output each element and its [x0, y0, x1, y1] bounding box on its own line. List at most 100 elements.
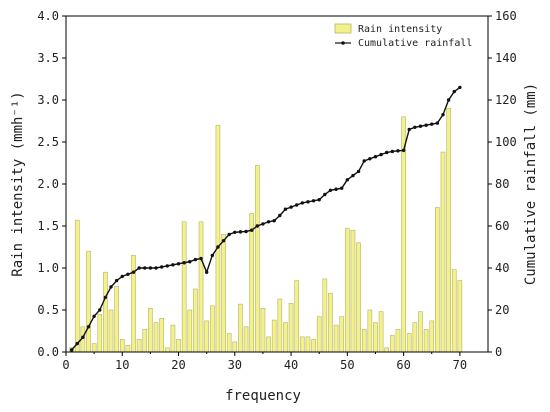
cumulative-rainfall-point	[255, 224, 260, 228]
rain-intensity-bar	[159, 318, 164, 353]
x-tick-label: 10	[115, 358, 129, 372]
rain-intensity-bar	[440, 151, 446, 353]
x-tick-label: 20	[171, 358, 185, 372]
cumulative-rainfall-point	[390, 149, 395, 154]
rain-intensity-bar	[384, 347, 390, 353]
cumulative-rainfall-point	[435, 121, 440, 125]
cumulative-rainfall-point	[92, 314, 96, 318]
y-left-tick-label: 3.0	[37, 93, 59, 107]
cumulative-rainfall-point	[109, 285, 113, 289]
x-axis-title: frequency	[225, 388, 301, 404]
rain-intensity-bar	[125, 344, 131, 353]
y-right-tick-label: 80	[495, 177, 509, 191]
cumulative-rainfall-point	[317, 198, 321, 202]
rain-intensity-bar	[423, 329, 429, 353]
cumulative-rainfall-point	[385, 150, 389, 155]
rain-intensity-bar	[204, 320, 209, 353]
y-left-tick-label: 4.0	[37, 9, 59, 23]
rain-intensity-bar	[119, 339, 125, 353]
cumulative-rainfall-point	[86, 325, 91, 329]
rain-intensity-bar	[305, 336, 311, 353]
y-left-tick-label: 0.0	[37, 345, 59, 359]
rain-intensity-bar	[249, 213, 254, 353]
cumulative-rainfall-point	[233, 230, 237, 234]
y-right-tick-label: 100	[495, 135, 517, 149]
rain-intensity-bar	[412, 322, 418, 353]
rain-intensity-bar	[406, 333, 412, 353]
cumulative-rainfall-line	[71, 86, 461, 351]
legend-bar-label: Rain intensity	[358, 24, 442, 35]
x-tick-label: 0	[62, 358, 69, 372]
rain-intensity-bar	[271, 319, 277, 353]
y-right-tick-label: 140	[495, 51, 517, 65]
x-axis-ticks: 0 10 20 30 40 50 60 70	[62, 352, 467, 372]
rain-intensity-bar	[277, 298, 283, 353]
y-left-tick-label: 1.0	[37, 261, 59, 275]
cumulative-rainfall-point	[430, 122, 434, 126]
rain-intensity-bar	[435, 207, 440, 353]
rain-intensity-bar	[350, 229, 356, 353]
cumulative-rainfall-point	[413, 125, 417, 129]
x-tick-label: 30	[228, 358, 242, 372]
cumulative-rainfall-point	[306, 200, 310, 204]
rain-intensity-bar	[108, 309, 114, 353]
legend: Rain intensity Cumulative rainfall	[334, 23, 472, 49]
y-left-tick-label: 2.0	[37, 177, 59, 191]
cumulative-rainfall-point	[407, 127, 411, 132]
rain-intensity-bar	[373, 322, 378, 353]
cumulative-rainfall-point	[441, 113, 445, 117]
cumulative-rainfall-point	[137, 266, 141, 270]
cumulative-rainfall-point	[114, 278, 119, 283]
rain-intensity-bar	[209, 305, 215, 353]
y-left-tick-label: 0.5	[37, 303, 59, 317]
legend-bar-swatch	[334, 23, 352, 34]
cumulative-rainfall-point	[334, 187, 338, 191]
cumulative-rainfall-point	[199, 256, 203, 261]
cumulative-rainfall-point	[159, 265, 164, 269]
cumulative-rainfall-point	[210, 253, 214, 258]
rain-intensity-bar	[232, 341, 238, 353]
legend-line-marker	[341, 41, 345, 45]
cumulative-rainfall-point	[289, 205, 293, 209]
cumulative-rainfall-point	[216, 245, 220, 249]
cumulative-rainfall-point	[244, 229, 248, 234]
legend-line-label: Cumulative rainfall	[358, 38, 472, 49]
cumulative-rainfall-point	[362, 159, 366, 163]
cumulative-rainfall-point	[278, 213, 282, 218]
cumulative-rainfall-point	[103, 295, 108, 300]
cumulative-rainfall-point	[154, 266, 158, 270]
x-tick-label: 70	[453, 358, 467, 372]
cumulative-rainfall-point	[238, 230, 243, 234]
rain-intensity-bar	[322, 278, 328, 353]
rain-intensity-bar	[103, 271, 108, 353]
rain-intensity-bar	[243, 326, 249, 353]
rain-intensity-bar	[260, 308, 266, 353]
cumulative-rainfall-point	[98, 308, 102, 312]
rain-intensity-bar	[418, 311, 423, 353]
cumulative-rainfall-point	[204, 270, 209, 274]
cumulative-rainfall-point	[193, 257, 198, 262]
rain-intensity-bar	[142, 329, 148, 353]
y-right-axis-ticks: 0 20 40 60 80 100 120 140 160	[488, 9, 517, 359]
rain-intensity-bar	[328, 292, 333, 353]
cumulative-rainfall-point	[182, 261, 186, 265]
rain-intensity-bar	[288, 302, 294, 353]
cumulative-rainfall-point	[356, 169, 361, 174]
rain-intensity-bar	[395, 329, 401, 353]
cumulative-rainfall-point	[266, 220, 271, 224]
rain-intensity-bar	[238, 303, 243, 353]
y-right-tick-label: 160	[495, 9, 517, 23]
rain-intensity-bar	[114, 286, 119, 353]
cumulative-rainfall-point	[131, 270, 136, 274]
cumulative-rainfall-point	[396, 149, 400, 153]
cumulative-rainfall-point	[379, 152, 383, 157]
cumulative-rainfall-point	[300, 201, 305, 205]
rain-intensity-bar	[345, 228, 350, 353]
rain-intensity-bar	[254, 165, 260, 353]
rain-intensity-bar	[356, 242, 361, 353]
cumulative-rainfall-point	[345, 178, 350, 182]
rain-intensity-bar	[97, 313, 103, 353]
cumulative-rainfall-point	[323, 192, 327, 197]
y-left-tick-label: 3.5	[37, 51, 59, 65]
